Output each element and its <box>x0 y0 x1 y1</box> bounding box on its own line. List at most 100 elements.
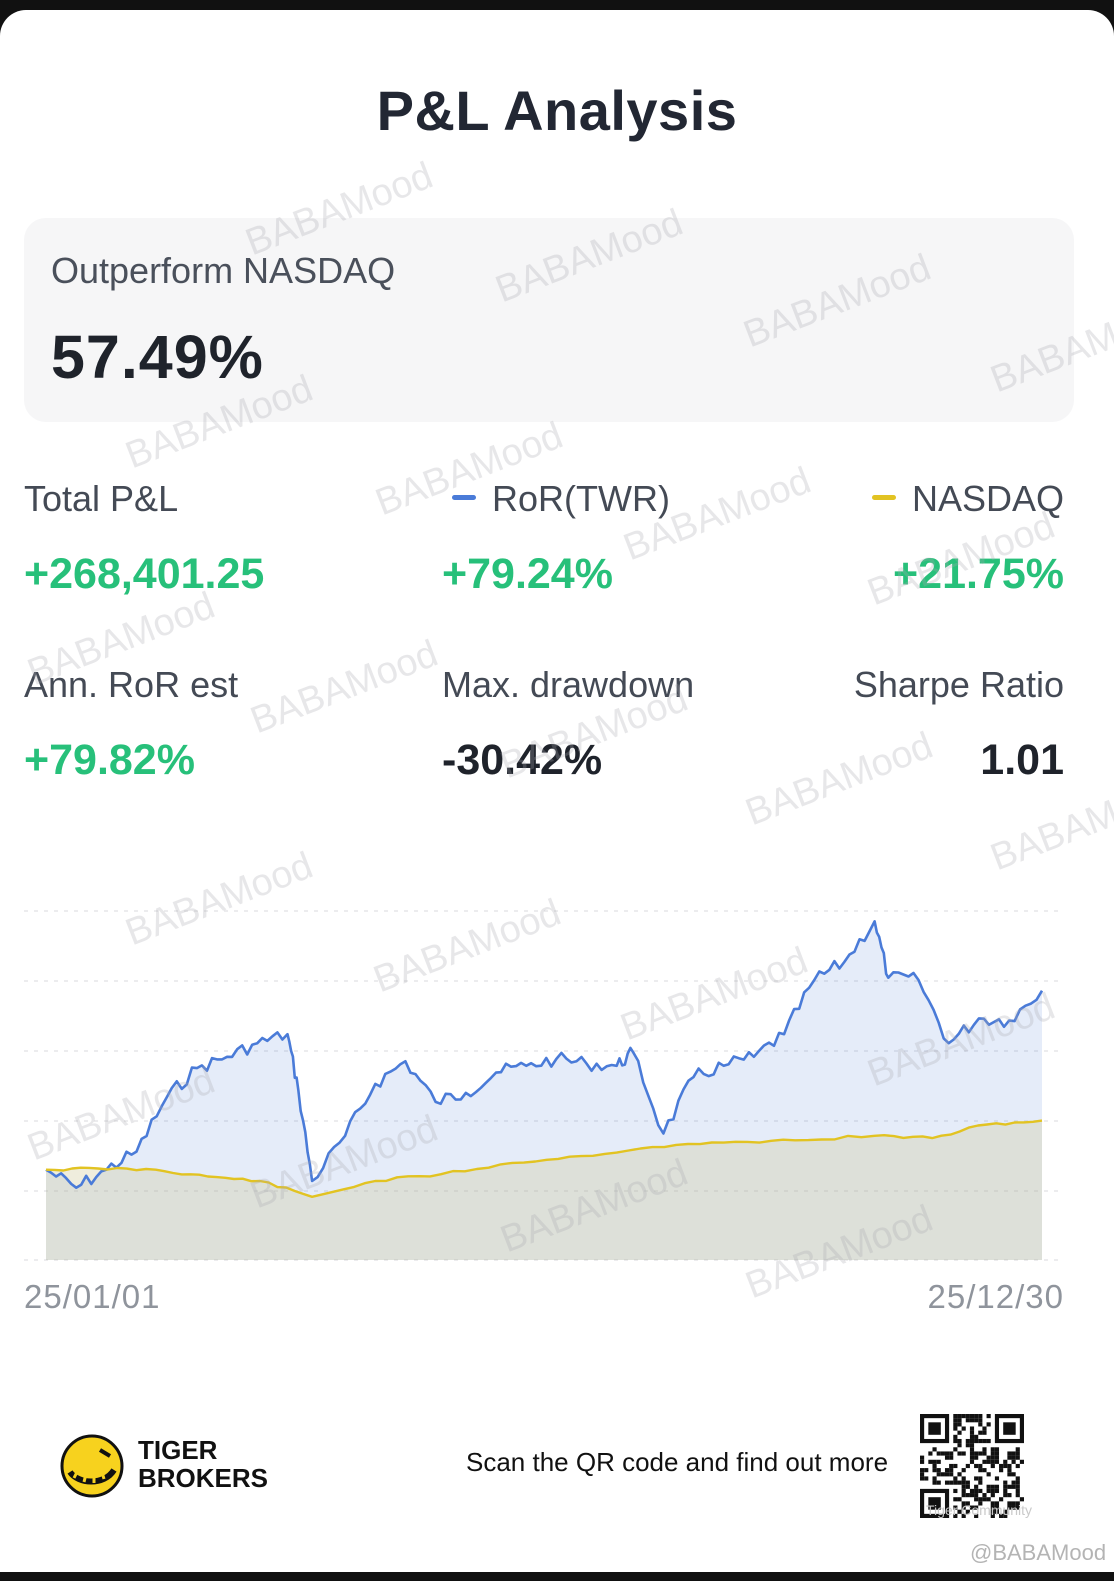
qr-module <box>1015 1447 1020 1452</box>
qr-module <box>1015 1451 1020 1456</box>
qr-module <box>1015 1505 1020 1510</box>
qr-module <box>957 1509 962 1514</box>
qr-module <box>965 1501 970 1506</box>
qr-module <box>994 1455 1000 1460</box>
qr-module <box>965 1480 970 1485</box>
qr-module <box>978 1501 983 1506</box>
qr-module <box>932 1480 937 1485</box>
watermark-text: BABAMood <box>740 724 939 835</box>
qr-module <box>1003 1493 1008 1498</box>
qr-module <box>982 1438 987 1444</box>
x-end-label: 25/12/30 <box>927 1278 1064 1315</box>
qr-module <box>1015 1480 1020 1485</box>
qr-module <box>986 1422 991 1427</box>
user-handle: @BABAMood <box>970 1540 1107 1565</box>
qr-module <box>961 1505 966 1510</box>
qr-module <box>994 1505 1000 1510</box>
qr-module <box>953 1414 958 1419</box>
qr-module <box>949 1455 954 1460</box>
qr-module <box>936 1468 941 1473</box>
nasdaq-series-area <box>46 1120 1042 1260</box>
qr-module <box>961 1468 966 1473</box>
qr-module <box>994 1459 1000 1464</box>
qr-module <box>928 1451 933 1456</box>
qr-module <box>990 1459 995 1464</box>
qr-module <box>990 1455 995 1460</box>
qr-module <box>974 1434 979 1439</box>
qr-module <box>978 1451 983 1456</box>
qr-module <box>990 1513 995 1518</box>
watermark-text: BABAMood <box>985 769 1114 880</box>
qr-module <box>965 1509 970 1514</box>
qr-module <box>974 1493 979 1498</box>
qr-module <box>961 1484 966 1489</box>
qr-module <box>961 1501 966 1506</box>
max-drawdown-value: -30.42% <box>442 736 603 784</box>
qr-module <box>965 1438 970 1444</box>
qr-module <box>974 1414 979 1419</box>
qr-module <box>994 1501 1000 1506</box>
qr-module <box>920 1455 925 1460</box>
qr-module <box>994 1509 1000 1514</box>
qr-module <box>969 1488 975 1494</box>
pl-chart <box>24 910 1064 1261</box>
qr-module <box>936 1451 941 1456</box>
qr-module <box>965 1493 970 1498</box>
qr-module <box>974 1418 979 1423</box>
qr-module <box>994 1484 1000 1489</box>
qr-module <box>986 1497 991 1502</box>
qr-module <box>928 1459 933 1464</box>
qr-module <box>965 1414 970 1419</box>
qr-module <box>957 1418 962 1423</box>
qr-module <box>1003 1463 1008 1469</box>
qr-module <box>974 1451 979 1456</box>
qr-module <box>978 1476 983 1481</box>
ann-ror-label: Ann. RoR est <box>24 664 239 705</box>
qr-module <box>1007 1484 1012 1489</box>
qr-module <box>1003 1509 1008 1514</box>
qr-module <box>986 1414 991 1419</box>
watermark-text: BABAMood <box>245 632 444 743</box>
qr-module <box>953 1513 958 1518</box>
qr-module <box>994 1476 1000 1481</box>
qr-module <box>978 1430 983 1435</box>
qr-module <box>982 1430 987 1435</box>
qr-module <box>974 1463 979 1469</box>
qr-module <box>978 1468 983 1473</box>
nasdaq-legend-swatch <box>871 494 896 500</box>
qr-module <box>957 1472 962 1477</box>
qr-module <box>1019 1497 1024 1502</box>
qr-module <box>986 1488 991 1494</box>
qr-module <box>994 1451 1000 1456</box>
qr-code[interactable] <box>920 1414 1024 1518</box>
qr-module <box>961 1513 966 1518</box>
qr-module <box>982 1451 987 1456</box>
qr-module <box>974 1455 979 1460</box>
qr-module <box>986 1484 991 1489</box>
qr-module <box>974 1488 979 1494</box>
qr-module <box>1015 1455 1020 1460</box>
x-start-label: 25/01/01 <box>24 1278 161 1315</box>
qr-module <box>949 1472 954 1477</box>
qr-module <box>974 1513 979 1518</box>
qr-module <box>1007 1451 1012 1456</box>
nasdaq-legend: NASDAQ <box>871 478 1064 520</box>
qr-module <box>920 1472 925 1477</box>
qr-module <box>1011 1451 1016 1456</box>
tiger-logo-icon <box>60 1434 124 1498</box>
qr-module <box>999 1497 1004 1502</box>
qr-module <box>944 1468 950 1473</box>
qr-module <box>974 1505 979 1510</box>
qr-module <box>982 1447 987 1452</box>
qr-module <box>1015 1484 1020 1489</box>
qr-module <box>978 1414 983 1419</box>
ror-series-area <box>46 921 1042 1260</box>
qr-module <box>1011 1480 1016 1485</box>
qr-module <box>994 1447 1000 1452</box>
qr-module <box>990 1447 995 1452</box>
qr-module <box>990 1501 995 1506</box>
qr-module <box>969 1447 975 1452</box>
qr-module <box>953 1434 958 1439</box>
qr-module <box>957 1422 962 1427</box>
qr-module <box>990 1505 995 1510</box>
